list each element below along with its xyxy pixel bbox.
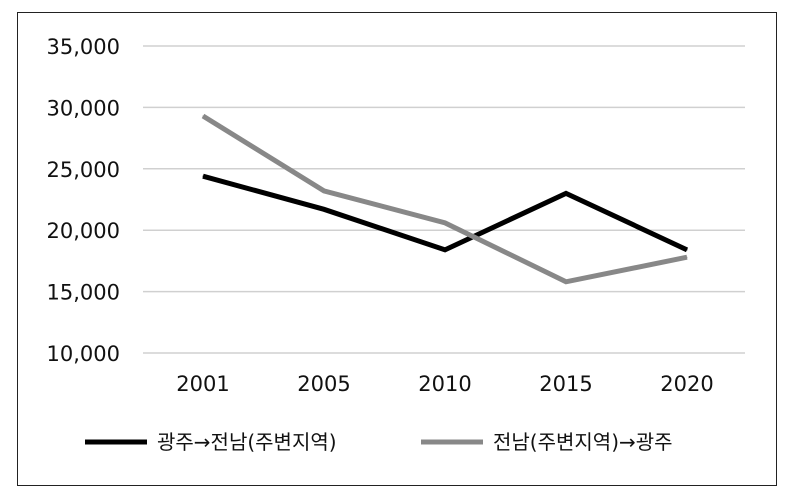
x-tick-label: 2001 [176, 372, 229, 396]
x-tick-label: 2020 [660, 372, 713, 396]
y-tick-label: 30,000 [47, 96, 120, 120]
y-tick-label: 10,000 [47, 342, 120, 366]
data-point [565, 192, 567, 194]
x-tick-label: 2005 [297, 372, 350, 396]
y-tick-label: 25,000 [47, 158, 120, 182]
chart-frame [17, 12, 777, 486]
gridlines [143, 45, 745, 354]
legend-label: 전남(주변지역)→광주 [493, 430, 673, 454]
data-point [202, 175, 204, 177]
data-point [323, 208, 325, 210]
series-line-2 [201, 113, 688, 285]
x-axis-ticks: 2001 2005 2010 2015 2020 [176, 372, 713, 396]
data-point [323, 190, 325, 192]
data-point [565, 281, 567, 283]
x-tick-label: 2015 [539, 372, 592, 396]
data-point [444, 249, 446, 251]
legend-label: 광주→전남(주변지역) [157, 430, 337, 454]
data-point [686, 249, 688, 251]
legend: 광주→전남(주변지역) 전남(주변지역)→광주 [85, 430, 673, 454]
y-tick-label: 35,000 [47, 35, 120, 59]
y-axis-ticks: 10,000 15,000 20,000 25,000 30,000 35,000 [47, 35, 120, 366]
x-tick-label: 2010 [418, 372, 471, 396]
series-lines [201, 113, 689, 285]
y-tick-label: 15,000 [47, 281, 120, 305]
data-point [202, 115, 204, 117]
y-tick-label: 20,000 [47, 219, 120, 243]
series-line-1 [202, 173, 689, 253]
data-point [444, 222, 446, 224]
data-point [686, 256, 688, 258]
